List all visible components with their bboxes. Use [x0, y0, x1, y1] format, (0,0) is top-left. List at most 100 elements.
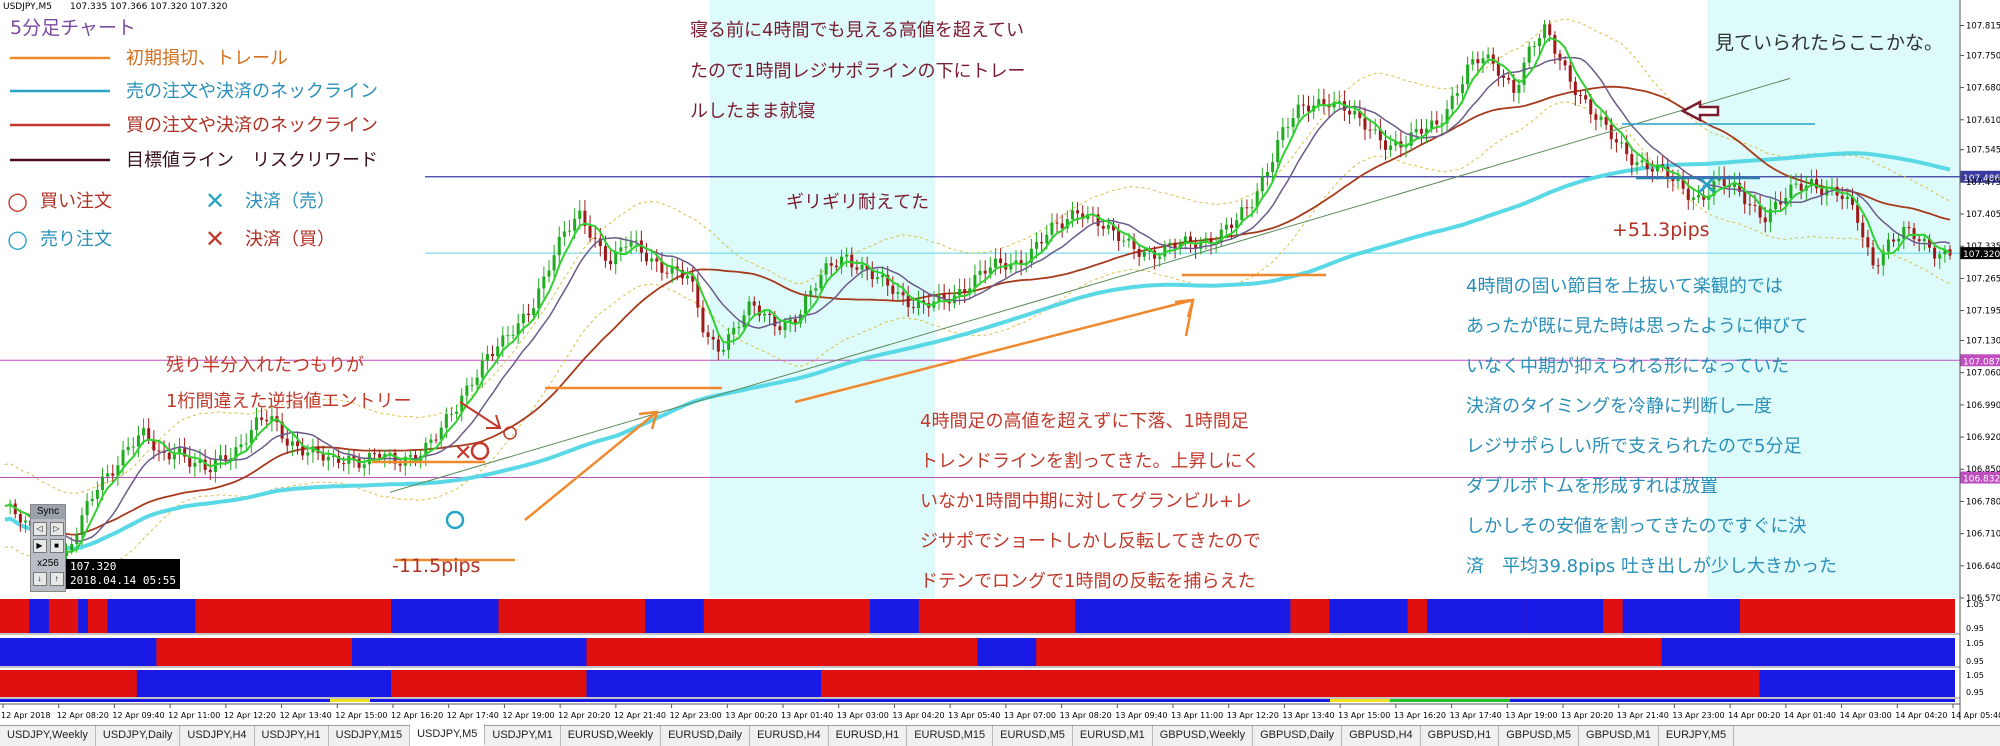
y-tick-label: 107.265 — [1966, 274, 2000, 284]
legend-item: 初期損切、トレール — [10, 48, 288, 69]
candle-body — [875, 277, 879, 280]
candle-body — [968, 288, 972, 293]
y-tick-label: 106.920 — [1966, 433, 2000, 443]
candle-body — [1019, 260, 1023, 265]
indicator-segment — [1661, 638, 1955, 666]
annotation-left-note: 残り半分入れたつもりが 1桁間違えた逆指値エントリー — [166, 355, 411, 412]
candle-body — [1137, 248, 1141, 257]
chart-tab[interactable]: USDJPY,Daily — [96, 726, 181, 746]
candle-body — [686, 275, 690, 279]
svg-text:ルしたまま就寝: ルしたまま就寝 — [690, 101, 815, 122]
chart-tab[interactable]: USDJPY,M1 — [485, 726, 561, 746]
candle-body — [999, 258, 1003, 264]
chart-tab[interactable]: GBPUSD,H1 — [1421, 726, 1500, 746]
sync-panel[interactable]: Sync ◁ ▷ ▶ ■ x256 ↓ ↑ — [30, 504, 66, 592]
indicator-scale-label: 0.95 — [1966, 688, 1984, 697]
candle-body — [552, 255, 556, 271]
candle-body — [280, 421, 284, 439]
chart-tab[interactable]: EURUSD,Weekly — [561, 726, 662, 746]
candle-body — [501, 335, 505, 347]
candle-body — [1645, 160, 1649, 170]
candle-body — [1635, 162, 1639, 166]
svg-text:しかしその安値を割ってきたのですぐに決: しかしその安値を割ってきたのですぐに決 — [1466, 516, 1807, 537]
candle-body — [1296, 104, 1300, 118]
candle-body — [896, 292, 900, 294]
legend-item: 買の注文や決済のネックライン — [10, 115, 378, 136]
chart-tab[interactable]: USDJPY,H4 — [180, 726, 255, 746]
chart-tab[interactable]: EURUSD,Daily — [661, 726, 751, 746]
chart-tab[interactable]: EURUSD,M15 — [907, 726, 994, 746]
indicator-segment — [1671, 599, 1740, 633]
candle-body — [1527, 46, 1531, 63]
candle-body — [1856, 204, 1860, 223]
chart-tab[interactable]: GBPUSD,Weekly — [1153, 726, 1254, 746]
y-tick-label: 106.710 — [1966, 530, 2000, 540]
x-tick-label: 14 Apr 03:00 — [1840, 711, 1892, 720]
arrow-down-icon[interactable]: ↓ — [32, 572, 47, 586]
buy-order-marker — [503, 426, 517, 440]
chart-tab[interactable]: GBPUSD,M1 — [1579, 726, 1659, 746]
candle-body — [249, 430, 253, 444]
candle-body — [568, 230, 572, 232]
y-tick-label: 107.610 — [1966, 116, 2000, 126]
chart-tab[interactable]: GBPUSD,M5 — [1499, 726, 1580, 746]
indicator-scale-label: 1.05 — [1966, 671, 1984, 680]
candle-body — [1035, 242, 1039, 249]
chart-tab[interactable]: EURJPY,M5 — [1659, 726, 1735, 746]
candle-body — [434, 439, 438, 441]
svg-text:売の注文や決済のネックライン: 売の注文や決済のネックライン — [126, 81, 378, 102]
candle-body — [1419, 128, 1423, 134]
candle-body — [814, 288, 818, 291]
scroll-left-icon[interactable]: ◁ — [32, 522, 47, 536]
candle-body — [629, 241, 633, 247]
candle-body — [1548, 24, 1552, 35]
y-tick-label: 107.335 — [1966, 242, 2000, 252]
candle-body — [891, 285, 895, 294]
x-tick-label: 14 Apr 01:40 — [1784, 711, 1836, 720]
chart-tab[interactable]: EURUSD,H4 — [750, 726, 829, 746]
indicator-segment — [869, 599, 919, 633]
chart-tab[interactable]: USDJPY,Weekly — [0, 726, 96, 746]
candle-body — [1101, 225, 1105, 229]
chart-tab[interactable]: USDJPY,M5 — [410, 724, 486, 746]
candle-body — [809, 290, 813, 296]
chart-tab[interactable]: EURUSD,M1 — [1073, 726, 1153, 746]
candle-body — [75, 535, 79, 545]
svg-text:✕: ✕ — [205, 225, 225, 253]
annotation-girigiri: ギリギリ耐えてた — [786, 192, 929, 213]
candle-body — [1599, 116, 1603, 120]
candle-body — [408, 454, 412, 457]
candle-body — [1394, 141, 1398, 146]
arrow-up-icon[interactable]: ↑ — [49, 572, 64, 586]
stop-icon[interactable]: ■ — [49, 539, 64, 553]
y-tick-label: 107.130 — [1966, 336, 2000, 346]
candle-body — [609, 260, 613, 265]
candle-body — [1840, 195, 1844, 200]
candle-body — [1204, 237, 1208, 243]
chart-tab[interactable]: GBPUSD,H4 — [1342, 726, 1421, 746]
candle-body — [973, 275, 977, 289]
candle-body — [1943, 249, 1947, 255]
chart-tab[interactable]: GBPUSD,Daily — [1253, 726, 1343, 746]
candle-body — [1666, 167, 1670, 179]
candle-body — [716, 339, 720, 352]
candle-body — [1686, 188, 1690, 200]
price-chart[interactable]: ✕ ✕ 107.486 107.087 106.832 107.320 1.05 0.95 1.… — [0, 0, 2000, 725]
candle-body — [131, 446, 135, 448]
chart-tab[interactable]: USDJPY,M15 — [329, 726, 411, 746]
candle-body — [116, 465, 120, 476]
scroll-right-icon[interactable]: ▷ — [49, 522, 64, 536]
chart-tab[interactable]: EURUSD,H1 — [829, 726, 908, 746]
candle-body — [1799, 183, 1803, 191]
candle-body — [449, 413, 453, 415]
band-lower — [4, 101, 1951, 577]
play-icon[interactable]: ▶ — [32, 539, 47, 553]
pointer-arrow-head — [486, 414, 502, 429]
candle-body — [1579, 95, 1583, 97]
candle-body — [978, 270, 982, 276]
chart-tab[interactable]: EURUSD,M5 — [993, 726, 1073, 746]
x-tick-label: 12 Apr 13:40 — [280, 711, 332, 720]
signal-strip — [330, 699, 370, 702]
chart-tab[interactable]: USDJPY,H1 — [255, 726, 329, 746]
svg-text:いなく中期が抑えられる形になっていた: いなく中期が抑えられる形になっていた — [1466, 356, 1789, 377]
